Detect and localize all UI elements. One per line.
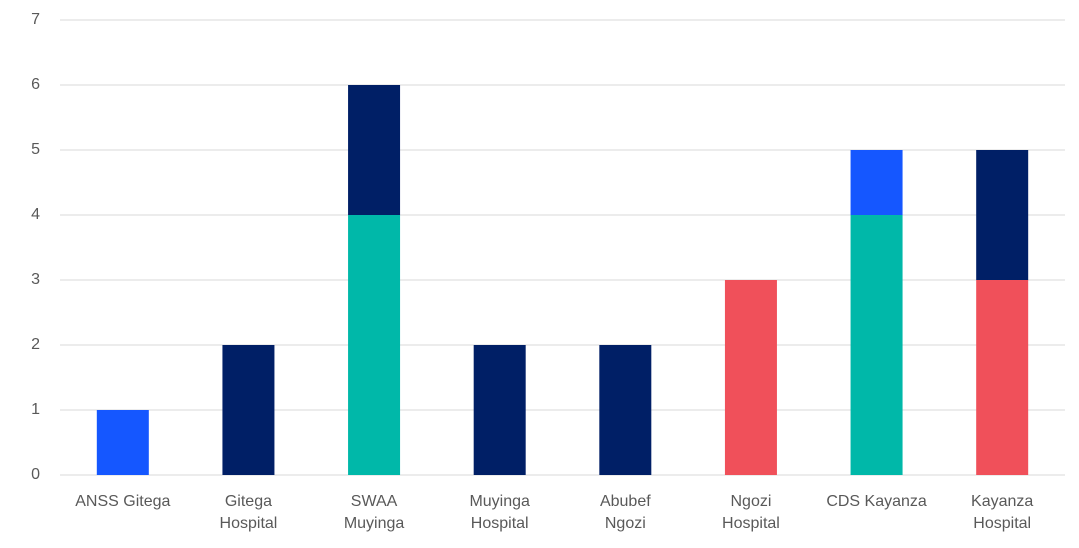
x-tick-label: ANSS Gitega [75,493,171,510]
bar-segment [724,280,777,475]
bar-segment [348,215,401,475]
y-tick-label: 1 [31,401,40,418]
x-tick-label: Muyinga Hospital [469,493,530,532]
bar-segment [976,280,1029,475]
bar-segment [599,345,652,475]
y-tick-label: 2 [31,336,40,353]
bar-segment [976,150,1029,280]
bar-segment [473,345,526,475]
x-tick-label: Abubef Ngozi [599,493,651,532]
y-tick-label: 3 [31,271,40,288]
bar-segment [96,410,149,475]
y-tick-label: 4 [31,206,40,223]
y-tick-label: 6 [31,76,40,93]
x-tick-label: Ngozi Hospital [722,493,780,532]
bar-segment [850,215,903,475]
x-tick-label: Kayanza Hospital [971,493,1034,532]
x-tick-label: Gitega Hospital [219,493,278,532]
x-tick-label: SWAA Muyinga [343,493,405,532]
bar-segment [348,85,401,215]
bar-segment [850,150,903,215]
y-tick-label: 7 [31,11,40,28]
x-tick-label: CDS Kayanza [826,493,927,510]
y-tick-label: 5 [31,141,40,158]
y-tick-label: 0 [31,466,40,483]
bar-segment [222,345,275,475]
